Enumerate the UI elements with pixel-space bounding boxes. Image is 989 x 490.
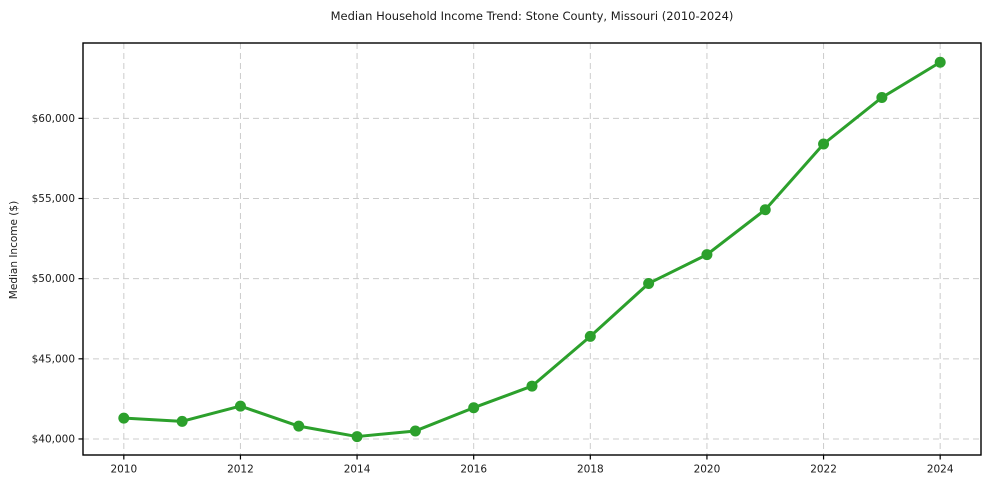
data-point-marker: [118, 412, 130, 424]
x-tick-label: 2020: [694, 464, 721, 476]
data-point-marker: [293, 420, 305, 432]
data-point-marker: [701, 249, 713, 261]
data-point-marker: [643, 277, 655, 289]
data-point-marker: [409, 425, 421, 437]
data-point-marker: [934, 56, 946, 68]
data-point-marker: [876, 92, 888, 104]
data-point-marker: [526, 380, 538, 392]
x-tick-label: 2022: [810, 464, 837, 476]
x-tick-label: 2018: [577, 464, 604, 476]
y-tick-label: $55,000: [32, 193, 75, 205]
data-point-marker: [584, 330, 596, 342]
plot-frame: [82, 42, 982, 456]
data-point-marker: [234, 400, 246, 412]
chart-title: Median Household Income Trend: Stone Cou…: [330, 9, 734, 23]
y-tick-label: $60,000: [32, 113, 75, 125]
y-tick-label: $40,000: [32, 433, 75, 445]
data-point-marker: [176, 415, 188, 427]
y-tick-label: $45,000: [32, 353, 75, 365]
x-tick-label: 2024: [927, 464, 954, 476]
x-tick-label: 2010: [110, 464, 137, 476]
x-tick-label: 2016: [460, 464, 487, 476]
data-point-marker: [351, 431, 363, 443]
data-point-marker: [468, 402, 480, 414]
data-point-marker: [818, 138, 830, 150]
x-tick-label: 2014: [344, 464, 371, 476]
y-tick-label: $50,000: [32, 273, 75, 285]
x-tick-label: 2012: [227, 464, 254, 476]
data-point-marker: [759, 204, 771, 216]
